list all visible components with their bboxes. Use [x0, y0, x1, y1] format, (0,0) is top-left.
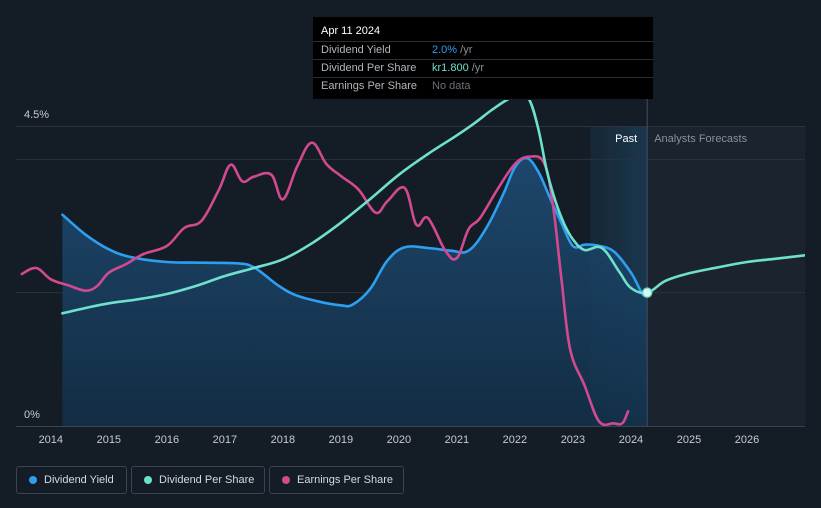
legend-dot-icon [144, 476, 152, 484]
tooltip-separator [313, 41, 653, 42]
legend-item-earnings-per-share[interactable]: Earnings Per Share [269, 466, 404, 494]
tooltip-row-value: kr1.800 /yr [432, 62, 484, 74]
x-tick-label: 2024 [619, 434, 643, 446]
tooltip-separator [313, 59, 653, 60]
legend-dot-icon [282, 476, 290, 484]
legend-label: Dividend Yield [44, 474, 114, 486]
tooltip-separator [313, 77, 653, 78]
tooltip-row-label: Dividend Yield [321, 44, 391, 56]
x-tick-label: 2016 [155, 434, 179, 446]
x-tick-label: 2014 [39, 434, 63, 446]
x-tick-label: 2026 [735, 434, 759, 446]
tooltip-date: Apr 11 2024 [321, 25, 381, 37]
dividend-yield-area [62, 157, 648, 427]
forecast-label: Analysts Forecasts [654, 133, 747, 145]
x-tick-label: 2023 [561, 434, 585, 446]
x-tick-label: 2015 [97, 434, 121, 446]
x-axis-ticks: 2014 2015 2016 2017 2018 2019 2020 2021 2022 2023… [39, 434, 760, 446]
legend-label: Earnings Per Share [297, 474, 393, 486]
y-label-max: 4.5% [24, 109, 49, 121]
tooltip-row-value: No data [432, 80, 471, 92]
legend-item-dividend-per-share[interactable]: Dividend Per Share [131, 466, 265, 494]
legend-item-dividend-yield[interactable]: Dividend Yield [16, 466, 127, 494]
y-label-min: 0% [24, 409, 40, 421]
legend-label: Dividend Per Share [159, 474, 255, 486]
x-tick-label: 2025 [677, 434, 701, 446]
x-tick-label: 2018 [271, 434, 295, 446]
cursor-marker [641, 287, 653, 298]
x-tick-label: 2020 [387, 434, 411, 446]
tooltip-row-dividend-per-share: Dividend Per Share kr1.800 /yr [313, 59, 653, 77]
earnings-per-share-line [20, 141, 630, 427]
tooltip-row-label: Dividend Per Share [321, 62, 417, 74]
tooltip-row-label: Earnings Per Share [321, 80, 417, 92]
tooltip-row-value: 2.0% /yr [432, 44, 472, 56]
forecast-band [647, 126, 805, 426]
tooltip-row-unit: /yr [468, 62, 484, 74]
x-tick-label: 2017 [213, 434, 237, 446]
x-tick-label: 2022 [503, 434, 527, 446]
tooltip-row-unit: /yr [457, 44, 473, 56]
tooltip-row-earnings-per-share: Earnings Per Share No data [313, 77, 653, 95]
tooltip-row-dividend-yield: Dividend Yield 2.0% /yr [313, 41, 653, 59]
x-tick-label: 2021 [445, 434, 469, 446]
tooltip-row-number: kr1.800 [432, 62, 469, 74]
dividend-yield-line [61, 156, 649, 308]
hover-tooltip: Apr 11 2024 Dividend Yield 2.0% /yr Divi… [313, 17, 653, 99]
x-tick-label: 2019 [329, 434, 353, 446]
tooltip-row-number: 2.0% [432, 44, 458, 56]
tooltip-row-number: No data [432, 80, 471, 92]
legend-dot-icon [29, 476, 37, 484]
past-label: Past [615, 133, 637, 145]
